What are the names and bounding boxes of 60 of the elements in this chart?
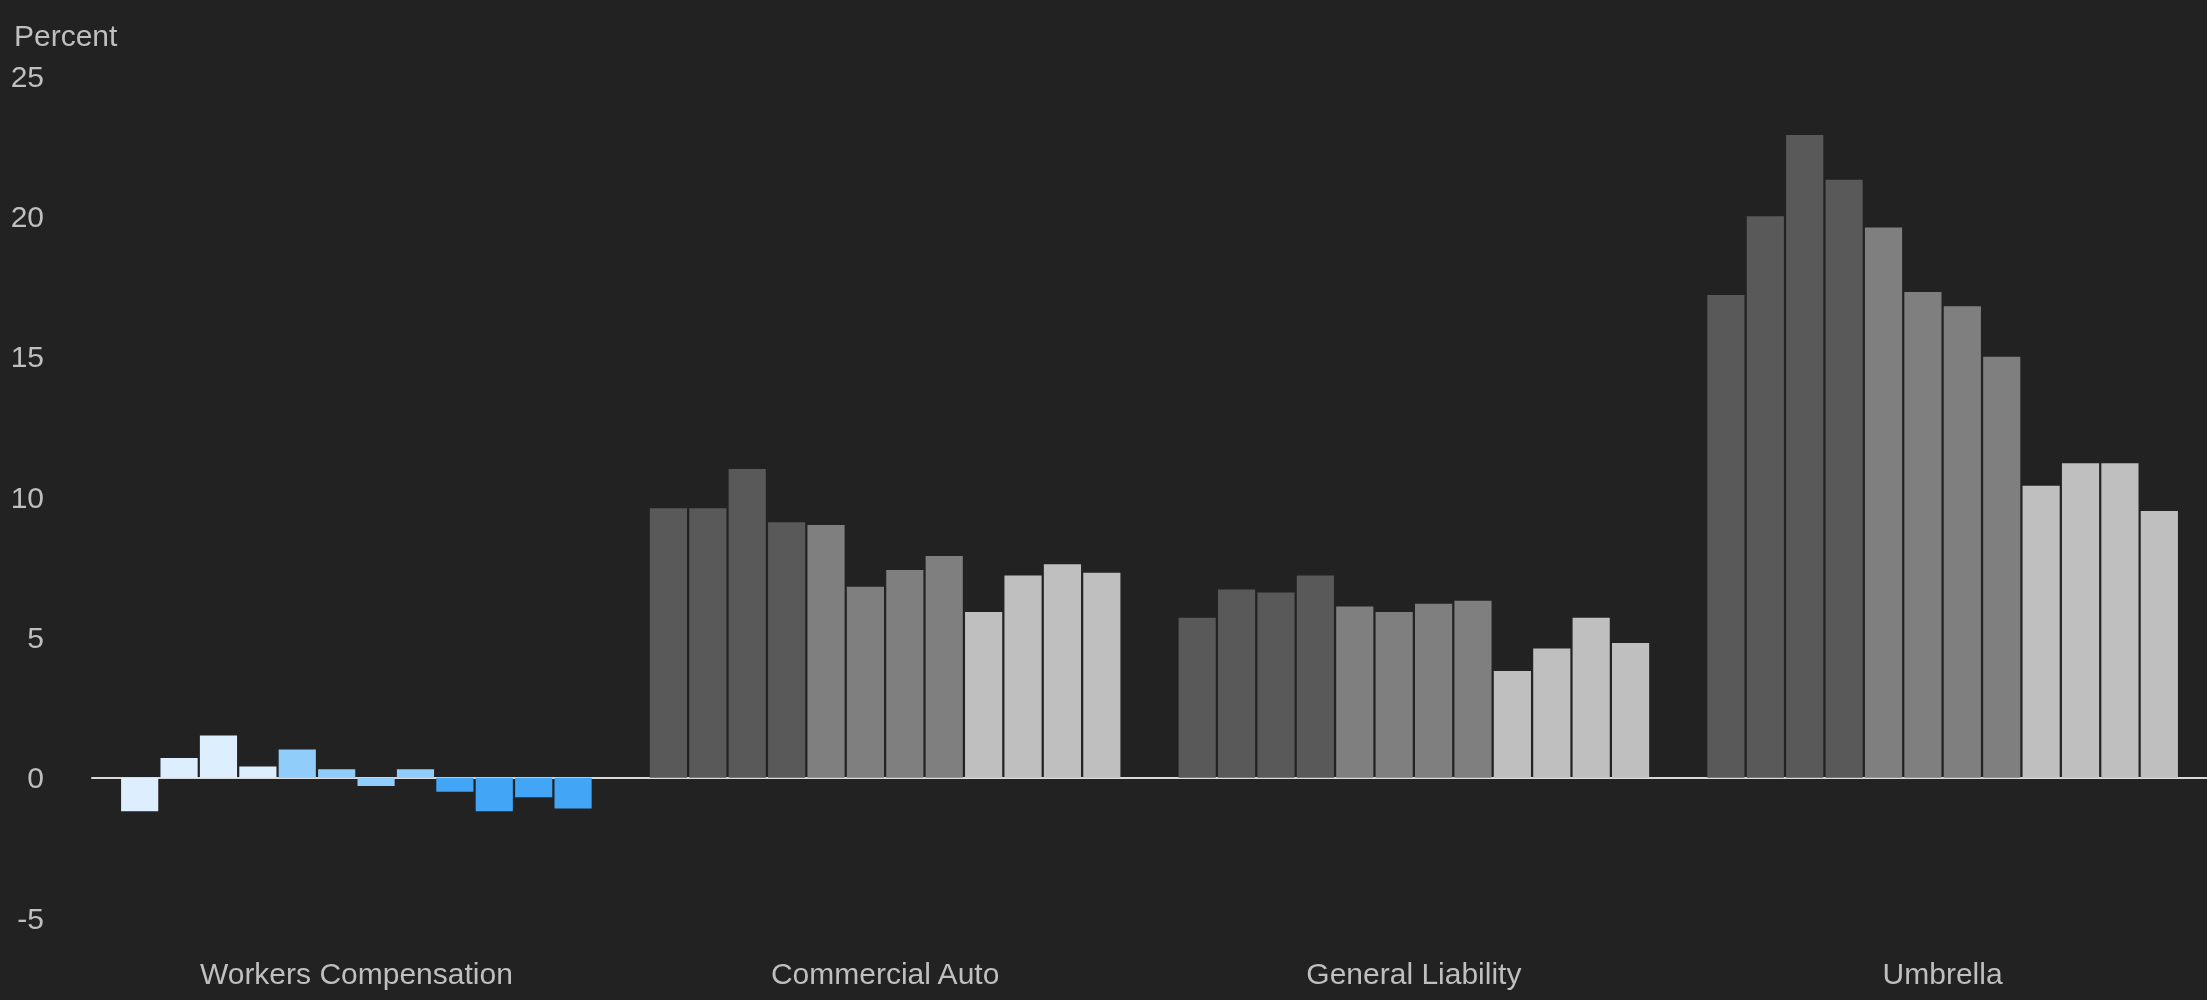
x-tick-label: Workers Compensation [199, 956, 513, 990]
bar [768, 522, 806, 778]
bar [2101, 463, 2139, 778]
y-tick-label: 0 [27, 761, 44, 795]
bar [1454, 600, 1492, 778]
bar [1746, 216, 1784, 778]
bar [965, 612, 1003, 778]
bar [1296, 575, 1334, 778]
bar [2061, 463, 2100, 778]
bar [475, 777, 513, 812]
y-tick-label: 25 [10, 59, 44, 93]
y-tick-label: -5 [17, 901, 44, 935]
bar [1904, 292, 1942, 778]
bar [807, 525, 845, 778]
bar [1612, 642, 1650, 778]
bar [2022, 485, 2060, 778]
bar [396, 769, 435, 778]
bar [1943, 306, 1981, 778]
y-tick-label: 5 [27, 620, 44, 654]
bar [1533, 648, 1571, 778]
bar [1572, 617, 1610, 778]
bar [1336, 606, 1374, 778]
bar [1707, 294, 1745, 778]
bar [239, 766, 277, 778]
bar [1493, 671, 1531, 778]
bar [199, 735, 238, 778]
bar [886, 569, 924, 778]
bar [1786, 134, 1824, 778]
bar [1043, 564, 1082, 778]
bar [728, 468, 766, 778]
bar [160, 758, 198, 778]
bar [436, 777, 474, 792]
y-tick-label: 15 [10, 340, 44, 374]
bar [1414, 603, 1453, 778]
bar [925, 555, 963, 778]
x-tick-label: Commercial Auto [770, 956, 1000, 990]
bar [1983, 356, 2021, 778]
y-tick-label: 20 [10, 199, 44, 233]
bar [1083, 572, 1121, 778]
bar [689, 508, 727, 778]
bar [846, 586, 885, 778]
y-tick-label: 10 [10, 480, 44, 514]
bar [1217, 589, 1256, 778]
bar [1375, 612, 1413, 778]
bar [1257, 592, 1295, 778]
bar [649, 508, 687, 778]
bar [121, 777, 159, 812]
bar [278, 749, 316, 778]
bar [1864, 227, 1903, 778]
x-tick-label: Umbrella [1882, 956, 2003, 990]
x-tick-label: General Liability [1306, 956, 1522, 990]
y-axis-title: Percent [14, 18, 119, 52]
bar [318, 769, 356, 778]
bar [554, 777, 592, 809]
bar [1178, 617, 1216, 778]
bar [1825, 179, 1863, 778]
bar [2140, 511, 2178, 778]
bar [357, 777, 395, 787]
bar [1004, 575, 1042, 778]
bar [515, 777, 553, 798]
